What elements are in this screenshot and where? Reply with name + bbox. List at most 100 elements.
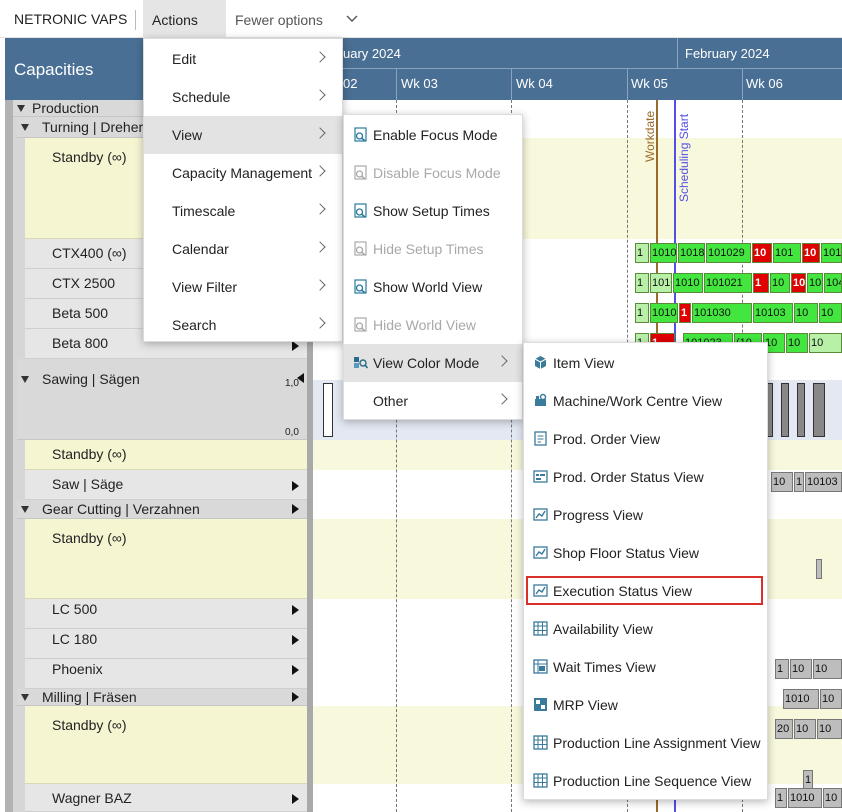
job-bar[interactable]: 10 [770,273,790,293]
collapse-arrow-icon[interactable] [297,373,304,383]
expand-triangle-icon[interactable] [17,105,25,112]
job-bar[interactable]: 1 [803,770,813,790]
expand-triangle-icon[interactable] [21,506,29,513]
menu-item-enable-focus-mode[interactable]: Enable Focus Mode [344,116,522,154]
job-bar[interactable]: 1 [775,788,787,808]
menu-item-view-filter[interactable]: View Filter [144,268,342,306]
menu-item-view[interactable]: View [144,116,342,154]
job-bar[interactable]: 10 [752,243,772,263]
menu-item-other[interactable]: Other [344,382,522,420]
job-bar[interactable]: 1 [635,273,649,293]
expand-triangle-icon[interactable] [21,376,29,383]
job-bar[interactable]: 10 [802,243,820,263]
tree-row-standby[interactable]: Standby (∞) [25,440,307,470]
expand-arrow-icon[interactable] [292,605,299,615]
tree-group-gear-cutting[interactable]: Gear Cutting | Verzahnen [17,500,307,519]
menu-item-search[interactable]: Search [144,306,342,344]
menu-item-show-setup-times[interactable]: Show Setup Times [344,192,522,230]
job-bar[interactable]: 1 [635,303,649,323]
job-bar[interactable]: 101 [773,243,801,263]
expand-arrow-icon[interactable] [292,481,299,491]
tree-group-milling[interactable]: Milling | Fräsen [17,689,307,706]
menu-item-show-world-view[interactable]: Show World View [344,268,522,306]
job-bar[interactable]: 10 [786,333,808,353]
job-bar[interactable] [816,559,822,579]
job-bar[interactable]: 10103 [753,303,793,323]
menu-item-availability-view[interactable]: Availability View [524,610,767,648]
job-bar[interactable]: 1 [753,273,769,293]
job-bar[interactable]: 10 [823,788,842,808]
job-bar[interactable]: 10 [790,659,812,679]
job-bar[interactable]: 101030 [692,303,752,323]
tree-row-wagner[interactable]: Wagner BAZ [25,784,307,812]
menu-item-item-view[interactable]: Item View [524,344,767,382]
job-bar[interactable]: 10 [813,659,842,679]
job-bar[interactable]: 104 [824,273,842,293]
job-bar[interactable]: 101021 [704,273,752,293]
job-bar[interactable]: 1010 [650,273,672,293]
menu-item-edit[interactable]: Edit [144,40,342,78]
menu-item-line-assignment-view[interactable]: Production Line Assignment View [524,724,767,762]
menu-item-schedule[interactable]: Schedule [144,78,342,116]
menu-item-disable-focus-mode[interactable]: Disable Focus Mode [344,154,522,192]
job-bar[interactable]: 1 [679,303,691,323]
splitter[interactable] [307,100,313,812]
job-bar[interactable]: 1 [794,472,804,492]
menu-item-prod-order-status-view[interactable]: Prod. Order Status View [524,458,767,496]
menu-item-hide-setup-times[interactable]: Hide Setup Times [344,230,522,268]
job-bar[interactable]: 10 [809,333,842,353]
tree-group-sawing[interactable]: Sawing | Sägen 1,0 0,0 [17,359,307,440]
job-bar[interactable]: 20 [775,719,793,739]
tree-row-lc500[interactable]: LC 500 [25,599,307,629]
expand-arrow-icon[interactable] [292,794,299,804]
tree-row-saw[interactable]: Saw | Säge [25,470,307,500]
job-bar[interactable]: 1 [635,243,649,263]
menu-item-mrp-view[interactable]: MRP View [524,686,767,724]
job-bar[interactable]: 10 [763,333,785,353]
menu-item-progress-view[interactable]: Progress View [524,496,767,534]
job-bar[interactable]: 1018 [678,243,705,263]
menu-item-hide-world-view[interactable]: Hide World View [344,306,522,344]
job-bar[interactable]: 10 [819,303,842,323]
job-bar[interactable]: 1010 [650,303,678,323]
menu-item-execution-status-view[interactable]: Execution Status View [524,572,767,610]
job-bar[interactable]: 1 [775,659,789,679]
menu-item-wait-times-view[interactable]: Wait Times View [524,648,767,686]
expand-triangle-icon[interactable] [21,694,29,701]
expand-arrow-icon[interactable] [292,341,299,351]
job-bar[interactable]: 1010 [673,273,703,293]
menu-item-calendar[interactable]: Calendar [144,230,342,268]
job-bar[interactable]: 10 [771,472,793,492]
menu-item-prod-order-view[interactable]: Prod. Order View [524,420,767,458]
tree-row-phoenix[interactable]: Phoenix [25,659,307,689]
expand-arrow-icon[interactable] [292,635,299,645]
menu-item-timescale[interactable]: Timescale [144,192,342,230]
timescale-header[interactable]: uary 2024 February 2024 02 Wk 03 Wk 04 W… [313,38,842,100]
job-bar[interactable]: 10 [791,273,806,293]
job-bar[interactable]: 10 [794,719,816,739]
job-bar[interactable]: 10 [807,273,823,293]
expand-triangle-icon[interactable] [21,124,29,131]
expand-arrow-icon[interactable] [292,504,299,514]
tree-row-standby[interactable]: Standby (∞) [25,706,307,784]
job-bar[interactable]: 10 [817,719,842,739]
menu-item-view-color-mode[interactable]: View Color Mode [344,344,522,382]
job-bar[interactable]: 10103 [805,472,842,492]
expand-arrow-icon[interactable] [292,692,299,702]
job-bar[interactable]: 1010 [788,788,822,808]
job-bar[interactable]: 101 [821,243,842,263]
fewer-options-button[interactable]: Fewer options [235,12,323,28]
job-bar[interactable]: 101029 [706,243,751,263]
menu-item-machine-view[interactable]: Machine/Work Centre View [524,382,767,420]
menu-item-line-sequence-view[interactable]: Production Line Sequence View [524,762,767,800]
job-bar[interactable]: 1010 [650,243,677,263]
actions-button[interactable]: Actions [143,0,358,38]
job-bar[interactable]: 10 [794,303,818,323]
job-bar[interactable]: 1010 [783,689,819,709]
tree-row-lc180[interactable]: LC 180 [25,629,307,659]
expand-arrow-icon[interactable] [292,665,299,675]
menu-item-capacity-management[interactable]: Capacity Management [144,154,342,192]
menu-item-shop-floor-status-view[interactable]: Shop Floor Status View [524,534,767,572]
tree-row-standby[interactable]: Standby (∞) [25,519,307,599]
job-bar[interactable]: 10 [820,689,842,709]
